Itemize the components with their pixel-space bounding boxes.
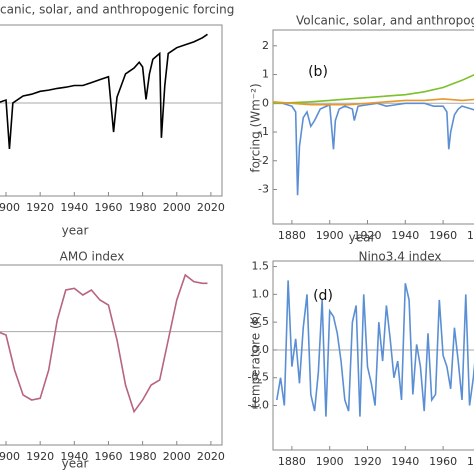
x-tick-label: 1960 [94,201,122,214]
x-tick-label: 1960 [429,229,457,242]
x-tick-label: 1880 [278,229,306,242]
x-tick-label: 1940 [60,450,88,463]
x-tick-label: 1980 [467,455,474,468]
series-line [273,98,474,106]
x-tick-label: 1900 [0,201,20,214]
x-tick-label: 1940 [60,201,88,214]
series-line [0,33,208,149]
x-tick-label: 1980 [129,450,157,463]
panel-title: Volcanic, solar, and anthropogenic [296,14,474,28]
panel: 1900 1920 1940 1960 1980 2000 2020 canic, solar… [0,3,234,238]
x-tick-label: 2020 [197,201,225,214]
panel: 1880 1900 1920 1940 1960 1980 1.5 1.0 0.5 0.0 -0.5… [248,250,474,468]
y-tick-label: 0.5 [252,315,270,328]
x-tick-label: 1900 [0,450,20,463]
plot-frame [0,264,223,446]
y-axis-label: forcing (Wm⁻²) [249,83,263,172]
y-tick-label: 0.0 [252,343,270,356]
x-tick-label: 1940 [391,229,419,242]
panel: 1900 1920 1940 1960 1980 2000 2020 AMO index yea… [0,250,225,471]
y-tick-label: -0.5 [248,371,269,384]
x-tick-label: 1920 [26,450,54,463]
x-tick-label: 1900 [316,455,344,468]
y-tick-label: -3 [258,183,269,196]
series-line [275,280,474,417]
x-tick-label: 1940 [391,455,419,468]
plot-frame [272,260,474,451]
y-tick-label: 1 [262,68,269,81]
x-tick-label: 1920 [354,455,382,468]
x-tick-label: 2000 [163,450,191,463]
x-tick-label: 1960 [94,450,122,463]
panel: 1880 1900 1920 1940 1960 1980 -3 -2 -1 0 1 2 Volcani… [249,14,474,245]
panel-title: Nino3.4 index [359,250,442,264]
x-tick-label: 1980 [129,201,157,214]
x-tick-label: 1900 [316,229,344,242]
y-tick-label: 1.5 [252,260,270,273]
x-tick-label: 1920 [354,229,382,242]
series-line [273,102,474,196]
x-tick-label: 1960 [429,455,457,468]
panel-title: AMO index [60,250,125,264]
plot-frame [272,29,474,225]
x-tick-label: 1980 [467,229,474,242]
panel-annotation: (d) [313,288,333,304]
x-axis-label: year [62,457,89,471]
plot-frame [0,24,223,197]
x-tick-label: 2020 [197,450,225,463]
x-tick-label: 1880 [278,455,306,468]
panel-annotation: (b) [308,64,328,80]
y-tick-label: -1.0 [248,399,269,412]
series-line [273,73,474,105]
y-tick-label: 1.0 [252,287,270,300]
x-tick-label: 2000 [163,201,191,214]
x-axis-label: year [349,231,376,245]
panel-title: canic, solar, and anthropogenic forcing [0,3,234,17]
y-tick-label: -1 [258,125,269,138]
y-axis-label: temperature (K) [249,312,263,408]
y-tick-label: 0 [262,96,269,109]
x-axis-label: year [62,224,89,238]
x-tick-label: 1920 [26,201,54,214]
y-tick-label: 2 [262,39,269,52]
series-line [0,273,208,414]
y-tick-label: -2 [258,154,269,167]
